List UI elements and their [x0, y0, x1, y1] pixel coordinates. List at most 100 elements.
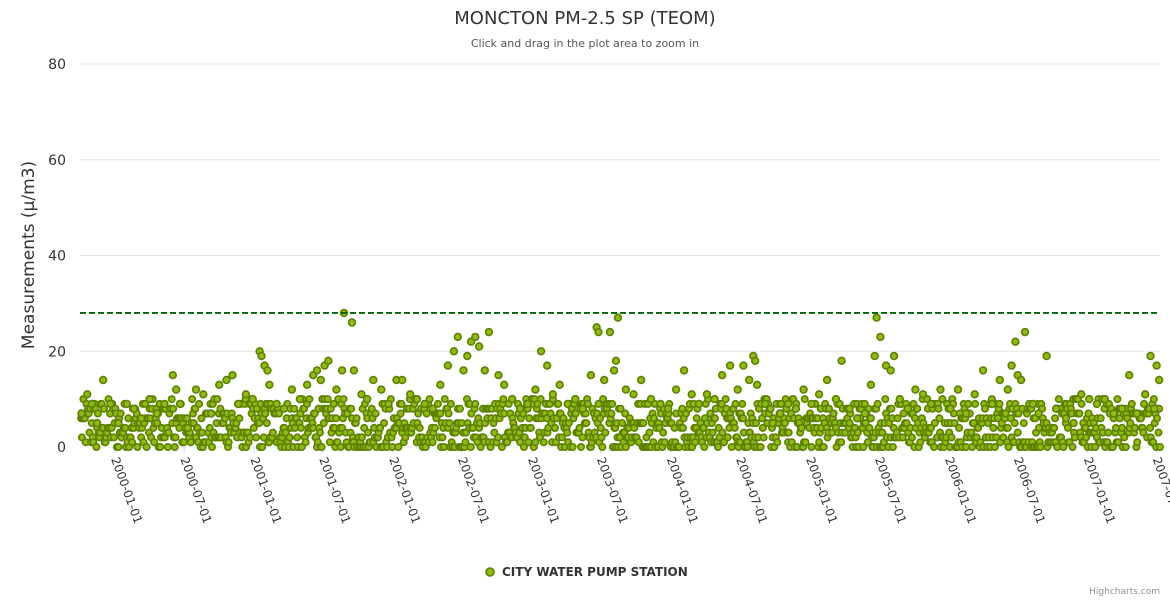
data-point[interactable] — [463, 351, 472, 361]
data-point[interactable] — [77, 409, 86, 418]
data-point[interactable] — [265, 380, 274, 389]
data-point[interactable] — [302, 380, 312, 389]
data-point[interactable] — [739, 361, 748, 370]
data-point[interactable] — [760, 399, 770, 409]
data-point[interactable] — [160, 399, 169, 409]
data-point[interactable] — [678, 423, 687, 432]
data-point[interactable] — [499, 395, 508, 404]
data-point[interactable] — [970, 390, 979, 399]
data-point[interactable] — [598, 442, 607, 451]
data-point[interactable] — [564, 419, 573, 428]
data-point[interactable] — [721, 395, 730, 404]
data-point[interactable] — [141, 399, 150, 408]
data-point[interactable] — [471, 332, 480, 342]
data-point[interactable] — [571, 409, 580, 418]
data-point[interactable] — [750, 356, 760, 365]
data-point[interactable] — [926, 399, 936, 409]
data-point[interactable] — [287, 385, 297, 394]
data-point[interactable] — [175, 399, 185, 409]
data-point[interactable] — [323, 395, 332, 404]
data-point[interactable] — [116, 409, 125, 418]
data-point[interactable] — [629, 390, 638, 399]
data-point[interactable] — [436, 409, 445, 418]
data-point[interactable] — [878, 428, 887, 437]
data-point[interactable] — [295, 394, 305, 404]
data-point[interactable] — [191, 385, 201, 394]
data-point[interactable] — [1013, 428, 1022, 437]
data-point[interactable] — [92, 442, 101, 451]
data-point[interactable] — [596, 423, 605, 432]
data-point[interactable] — [430, 423, 439, 432]
data-point[interactable] — [710, 394, 719, 404]
data-point[interactable] — [1104, 428, 1113, 437]
data-point[interactable] — [800, 395, 809, 404]
scatter-points[interactable] — [77, 308, 1165, 451]
data-point[interactable] — [290, 404, 299, 413]
data-point[interactable] — [170, 442, 179, 451]
data-point[interactable] — [1121, 442, 1130, 451]
data-point[interactable] — [837, 438, 846, 447]
data-point[interactable] — [594, 327, 603, 337]
data-point[interactable] — [168, 371, 178, 380]
data-point[interactable] — [636, 375, 646, 385]
data-point[interactable] — [1096, 414, 1105, 423]
data-point[interactable] — [881, 395, 890, 404]
data-point[interactable] — [1069, 418, 1078, 428]
data-point[interactable] — [1016, 375, 1026, 385]
data-point[interactable] — [1130, 423, 1139, 432]
data-point[interactable] — [1100, 394, 1110, 404]
data-point[interactable] — [1118, 423, 1127, 432]
data-point[interactable] — [1004, 442, 1013, 451]
data-point[interactable] — [1114, 438, 1123, 447]
data-point[interactable] — [791, 404, 801, 413]
data-point[interactable] — [801, 438, 810, 447]
data-point[interactable] — [768, 418, 777, 428]
data-point[interactable] — [494, 371, 503, 380]
data-point[interactable] — [691, 438, 700, 447]
data-point[interactable] — [461, 438, 470, 447]
data-point[interactable] — [656, 399, 665, 409]
data-point[interactable] — [171, 433, 180, 442]
data-point[interactable] — [315, 428, 324, 437]
data-point[interactable] — [536, 395, 545, 404]
data-point[interactable] — [743, 442, 752, 451]
data-point[interactable] — [1075, 409, 1084, 418]
data-point[interactable] — [814, 390, 824, 399]
data-point[interactable] — [129, 404, 139, 413]
data-point[interactable] — [578, 433, 587, 442]
data-point[interactable] — [262, 419, 271, 428]
data-point[interactable] — [82, 390, 92, 399]
data-point[interactable] — [1059, 442, 1068, 451]
data-point[interactable] — [687, 390, 696, 399]
data-point[interactable] — [234, 399, 243, 409]
data-point[interactable] — [145, 394, 154, 404]
data-point[interactable] — [679, 366, 689, 375]
data-point[interactable] — [336, 442, 345, 451]
data-point[interactable] — [776, 409, 785, 418]
data-point[interactable] — [865, 423, 874, 432]
data-point[interactable] — [955, 423, 964, 432]
data-point[interactable] — [425, 395, 434, 404]
data-point[interactable] — [363, 394, 372, 404]
data-point[interactable] — [723, 433, 732, 442]
data-point[interactable] — [601, 428, 610, 437]
data-point[interactable] — [525, 414, 534, 423]
data-point[interactable] — [222, 375, 231, 385]
data-point[interactable] — [114, 442, 123, 451]
data-point[interactable] — [548, 390, 558, 399]
data-point[interactable] — [758, 423, 767, 432]
data-point[interactable] — [918, 390, 928, 399]
data-point[interactable] — [694, 399, 704, 409]
data-point[interactable] — [1034, 409, 1043, 418]
data-point[interactable] — [248, 394, 257, 404]
data-point[interactable] — [911, 385, 920, 394]
data-point[interactable] — [780, 419, 789, 428]
data-point[interactable] — [807, 399, 816, 409]
data-point[interactable] — [822, 375, 832, 385]
data-point[interactable] — [852, 414, 862, 423]
data-point[interactable] — [660, 438, 669, 447]
data-point[interactable] — [443, 361, 453, 370]
data-point[interactable] — [1077, 399, 1086, 408]
data-point[interactable] — [859, 442, 868, 451]
data-point[interactable] — [708, 428, 717, 437]
